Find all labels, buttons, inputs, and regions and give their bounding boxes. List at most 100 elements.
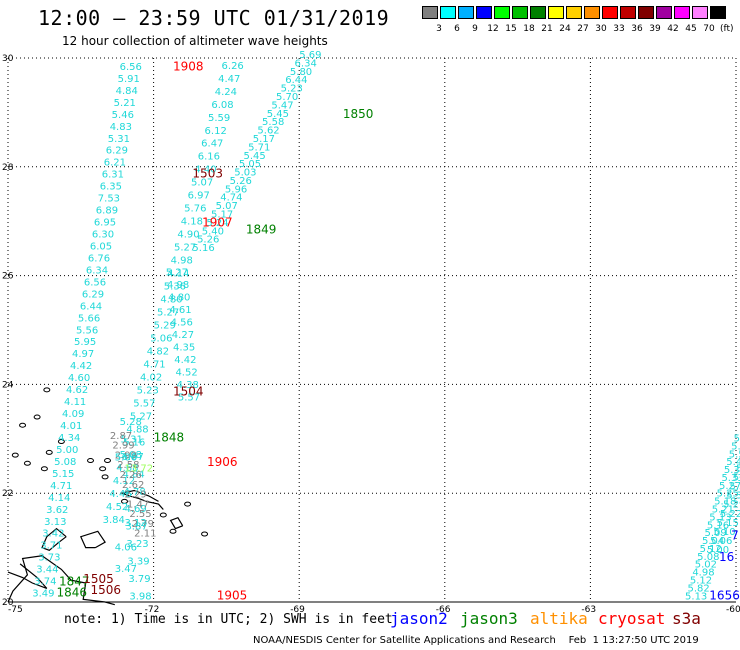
wave-height-value: 4.98 [171,256,193,267]
wave-height-value: 4.69 [124,504,146,515]
wave-height-value: 1.47 [127,499,149,510]
satellite-name: s3a [672,609,701,628]
wave-height-value: 4.09 [62,409,84,420]
wave-height-value: 3.62 [46,505,68,516]
wave-height-value: 4.18 [181,217,203,228]
wave-height-value: 4.34 [58,433,80,444]
wave-height-value: 4.56 [171,318,193,329]
wave-height-value: 3.44 [36,565,58,576]
wave-height-value: 4.06 [115,542,137,553]
legend-swatch [674,6,690,19]
wave-height-value: 5.23 [281,84,303,95]
wave-height-value: 5.33 [721,473,740,484]
legend-label: 70 [703,24,715,34]
legend-label: 42 [667,24,679,34]
pass-time-label: 1850 [343,107,374,121]
wave-height-value: 4.14 [48,493,70,504]
wave-height-value: 4.47 [218,74,240,85]
wave-height-value: 4.35 [173,343,195,354]
latitude-label: 24 [2,380,14,390]
legend-swatch [620,6,636,19]
wave-height-value: 5.26 [197,235,219,246]
latitude-label: 22 [2,489,13,499]
legend-label: 3 [436,24,442,34]
wave-height-value: 4.80 [168,293,190,304]
legend-unit: (ft) [720,24,734,34]
legend-swatch [566,6,582,19]
pass-time-label: 1908 [173,60,204,74]
pass-time-label: 1848 [154,431,185,445]
wave-height-value: 5.03 [234,168,256,179]
map-grid [7,57,737,603]
legend-label: 39 [649,24,661,34]
wave-height-value: 6.34 [86,265,108,276]
wave-height-value: 5.07 [216,201,238,212]
wave-height-value: 4.98 [167,280,189,291]
wave-height-value: 5.69 [299,50,321,61]
wave-height-value: 2.29 [124,490,146,501]
wave-height-value: 3.71 [40,541,62,552]
legend-swatch [692,6,708,19]
satellite-name: altika [530,609,588,628]
wave-height-value: 5.58 [262,117,284,128]
longitude-label: -60 [726,605,740,615]
wave-height-value: 6.76 [88,253,110,264]
island [40,466,48,472]
coastline [79,530,106,549]
wave-height-value: 2.26 [120,470,142,481]
wave-height-value: 5.16 [123,437,145,448]
wave-height-value: 4.40 [194,165,216,176]
map-subtitle: 12 hour collection of altimeter wave hei… [62,34,328,48]
wave-height-value: 5.71 [248,142,270,153]
wave-height-value: 5.27 [719,481,740,492]
wave-height-value: 4.98 [692,568,714,579]
wave-height-value: 3.39 [127,556,149,567]
pass-time-label: 1846 [57,586,88,600]
wave-height-value: 6.89 [96,206,118,217]
wave-height-value: 5.21 [114,98,136,109]
legend-label: 27 [577,24,589,34]
wave-height-value: 13.72 [124,463,153,474]
wave-height-value: 4.78 [124,487,146,498]
wave-height-value: 4.38 [177,380,199,391]
satellite-name: jason2 [390,609,448,628]
wave-height-value: 5.15 [52,469,74,480]
legend-swatch [638,6,654,19]
wave-height-value: 5.27 [174,243,196,254]
pass-time-label: 7 [731,528,739,542]
wave-height-value: 5.31 [108,134,130,145]
wave-height-value: 4.24 [215,87,237,98]
wave-height-value: 4.01 [60,421,82,432]
land-masses [7,387,209,606]
wave-height-value: 6.29 [82,289,104,300]
island [43,387,51,393]
wave-height-value: 6.31 [102,170,124,181]
wave-height-value: 5.57 [133,398,155,409]
wave-height-value: 5.25 [717,489,739,500]
wave-height-value: 5.28 [120,417,142,428]
latitude-label: 28 [2,163,14,173]
wave-height-value: 3.47 [115,564,137,575]
wave-height-value: 5.24 [206,218,228,229]
wave-height-value: 6.56 [84,277,106,288]
credit-line: NOAA/NESDIS Center for Satellite Applica… [253,635,699,646]
pass-time-label: 1905 [217,588,248,602]
wave-height-value: 5.66 [78,313,100,324]
island [159,512,167,518]
wave-height-value: 4.46 [109,489,131,500]
wave-height-value: 5.92 [734,434,740,445]
wave-height-value: 3.42 [42,529,64,540]
wave-height-value: 5.45 [243,151,265,162]
legend-label: 15 [505,24,517,34]
legend-label: 30 [595,24,607,34]
wave-height-value: 6.21 [104,158,126,169]
wave-height-value: 4.97 [72,349,94,360]
wave-height-value: 3.73 [38,553,60,564]
wave-height-value: 4.12 [113,476,135,487]
wave-height-value: 2.99 [112,441,134,452]
pass-time-label: 1506 [91,583,122,597]
wave-height-value: 5.46 [112,110,134,121]
wave-height-value: 5.76 [184,204,206,215]
wave-height-value: 5.17 [253,134,275,145]
longitude-label: -63 [581,605,596,615]
